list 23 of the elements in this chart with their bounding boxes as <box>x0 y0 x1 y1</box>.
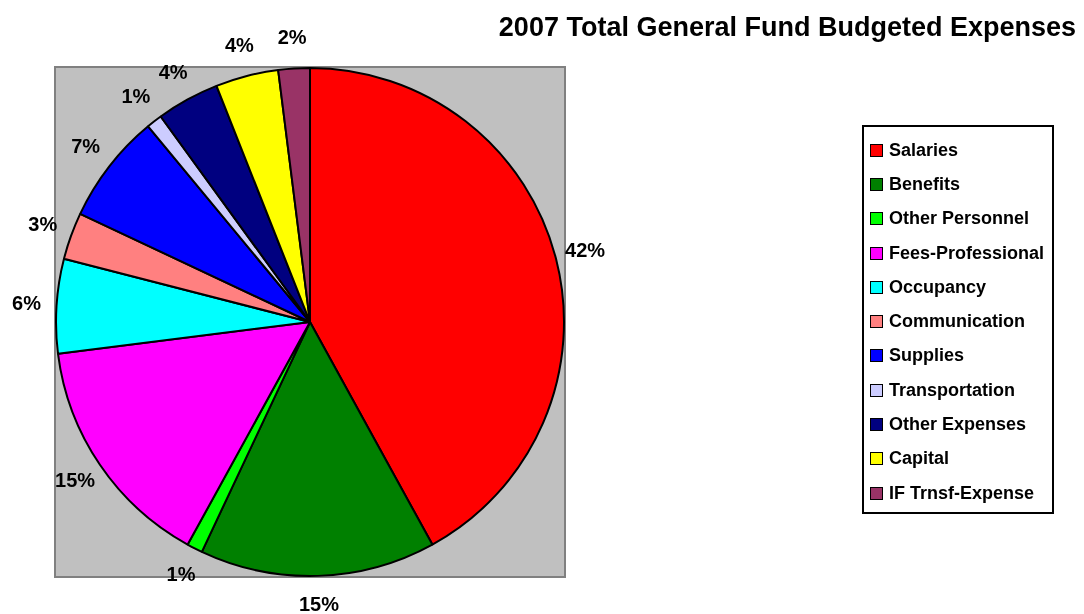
data-label: 15% <box>298 593 340 614</box>
legend-label: Other Expenses <box>889 414 1027 436</box>
data-label: 4% <box>224 34 255 57</box>
legend-label: Transportation <box>889 379 1016 401</box>
data-label: 1% <box>166 562 196 585</box>
data-label: 1% <box>121 85 151 108</box>
data-label: 42% <box>565 238 606 261</box>
legend-label: Salaries <box>889 139 959 161</box>
legend-label: IF Trnsf-Expense <box>889 482 1035 504</box>
legend-label: Other Personnel <box>889 208 1030 230</box>
legend-label: Communication <box>889 311 1026 333</box>
legend-label: Occupancy <box>889 276 987 298</box>
chart-title: 2007 Total General Fund Budgeted Expenses <box>498 12 1076 43</box>
data-label: 15% <box>55 469 96 492</box>
data-label: 2% <box>277 26 307 49</box>
data-label: 4% <box>158 60 188 83</box>
legend-label: Supplies <box>889 345 965 367</box>
legend-label: Benefits <box>889 173 961 195</box>
data-label: 3% <box>28 213 58 236</box>
legend-label: Fees-Professional <box>889 242 1045 264</box>
data-label: 6% <box>12 291 42 314</box>
data-label: 7% <box>71 135 101 158</box>
legend-label: Capital <box>889 448 950 470</box>
